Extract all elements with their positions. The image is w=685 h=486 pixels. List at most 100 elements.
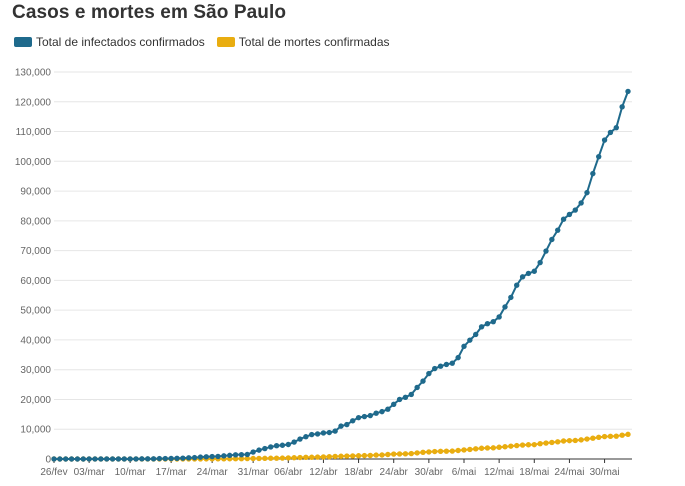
data-point-infected[interactable] xyxy=(601,137,608,143)
data-point-infected[interactable] xyxy=(396,396,403,403)
data-point-infected[interactable] xyxy=(127,456,133,462)
data-point-infected[interactable] xyxy=(309,431,315,438)
data-point-deaths[interactable] xyxy=(232,456,239,462)
data-point-infected[interactable] xyxy=(537,259,543,266)
data-point-deaths[interactable] xyxy=(443,448,450,454)
data-point-deaths[interactable] xyxy=(525,442,532,448)
data-point-infected[interactable] xyxy=(355,414,362,421)
data-point-infected[interactable] xyxy=(168,455,174,462)
data-point-infected[interactable] xyxy=(432,365,438,372)
data-point-infected[interactable] xyxy=(514,282,520,288)
data-point-infected[interactable] xyxy=(238,451,245,458)
data-point-infected[interactable] xyxy=(496,314,502,320)
data-point-deaths[interactable] xyxy=(560,438,567,444)
data-point-infected[interactable] xyxy=(338,423,344,429)
data-point-deaths[interactable] xyxy=(391,451,397,457)
data-point-infected[interactable] xyxy=(549,236,555,243)
data-point-deaths[interactable] xyxy=(279,455,286,461)
data-point-infected[interactable] xyxy=(191,454,198,461)
data-point-infected[interactable] xyxy=(443,361,450,368)
data-point-infected[interactable] xyxy=(426,370,432,377)
data-point-deaths[interactable] xyxy=(508,443,514,449)
data-point-infected[interactable] xyxy=(361,413,368,420)
data-point-infected[interactable] xyxy=(613,124,619,131)
data-point-infected[interactable] xyxy=(455,354,461,361)
data-point-deaths[interactable] xyxy=(519,442,526,448)
data-point-deaths[interactable] xyxy=(344,453,350,459)
data-point-deaths[interactable] xyxy=(303,454,309,461)
data-point-deaths[interactable] xyxy=(285,455,291,461)
data-point-infected[interactable] xyxy=(250,449,256,455)
data-point-deaths[interactable] xyxy=(601,433,608,440)
data-point-infected[interactable] xyxy=(227,452,233,459)
data-point-infected[interactable] xyxy=(584,189,590,196)
data-point-deaths[interactable] xyxy=(578,437,584,443)
data-point-deaths[interactable] xyxy=(496,444,502,450)
data-point-infected[interactable] xyxy=(320,430,327,436)
data-point-infected[interactable] xyxy=(285,441,291,448)
data-point-deaths[interactable] xyxy=(596,434,602,441)
data-point-infected[interactable] xyxy=(63,456,69,462)
data-point-deaths[interactable] xyxy=(309,454,315,460)
data-point-infected[interactable] xyxy=(437,363,444,369)
data-point-infected[interactable] xyxy=(221,453,227,459)
data-point-infected[interactable] xyxy=(408,391,414,398)
data-point-infected[interactable] xyxy=(414,384,420,391)
data-point-infected[interactable] xyxy=(232,452,239,458)
data-point-infected[interactable] xyxy=(420,378,426,384)
data-point-infected[interactable] xyxy=(461,343,467,350)
data-point-infected[interactable] xyxy=(279,442,286,448)
data-point-infected[interactable] xyxy=(502,304,508,310)
data-point-deaths[interactable] xyxy=(396,451,403,457)
data-point-infected[interactable] xyxy=(326,429,332,436)
data-point-infected[interactable] xyxy=(51,456,57,462)
data-point-infected[interactable] xyxy=(596,153,602,160)
data-point-infected[interactable] xyxy=(303,434,309,440)
data-point-infected[interactable] xyxy=(314,431,321,437)
data-point-deaths[interactable] xyxy=(297,454,303,461)
data-point-deaths[interactable] xyxy=(514,442,520,449)
data-point-infected[interactable] xyxy=(150,456,157,462)
data-point-deaths[interactable] xyxy=(449,448,455,454)
data-point-infected[interactable] xyxy=(508,294,514,301)
data-point-deaths[interactable] xyxy=(531,441,537,448)
data-point-deaths[interactable] xyxy=(437,448,444,454)
data-point-deaths[interactable] xyxy=(291,455,297,461)
data-point-infected[interactable] xyxy=(607,129,614,136)
data-point-infected[interactable] xyxy=(484,321,491,327)
data-point-deaths[interactable] xyxy=(555,439,561,445)
data-point-infected[interactable] xyxy=(373,410,379,416)
data-point-deaths[interactable] xyxy=(355,453,362,459)
data-point-infected[interactable] xyxy=(350,418,356,424)
data-point-deaths[interactable] xyxy=(326,453,332,460)
data-point-deaths[interactable] xyxy=(484,445,491,451)
data-point-deaths[interactable] xyxy=(502,444,508,450)
data-point-deaths[interactable] xyxy=(373,452,379,458)
data-point-infected[interactable] xyxy=(391,401,397,407)
data-point-infected[interactable] xyxy=(121,456,127,462)
data-point-deaths[interactable] xyxy=(455,447,461,454)
data-point-infected[interactable] xyxy=(133,456,139,462)
data-point-infected[interactable] xyxy=(92,456,98,462)
data-point-deaths[interactable] xyxy=(590,435,596,441)
data-point-infected[interactable] xyxy=(86,456,92,462)
data-point-infected[interactable] xyxy=(209,453,215,460)
data-point-infected[interactable] xyxy=(560,216,567,222)
data-point-deaths[interactable] xyxy=(338,453,344,459)
data-point-infected[interactable] xyxy=(244,451,250,458)
data-point-infected[interactable] xyxy=(566,211,573,218)
data-point-infected[interactable] xyxy=(268,444,274,450)
data-point-infected[interactable] xyxy=(145,456,151,462)
data-point-deaths[interactable] xyxy=(244,455,250,462)
data-point-deaths[interactable] xyxy=(607,433,614,440)
data-point-infected[interactable] xyxy=(180,455,186,461)
data-point-infected[interactable] xyxy=(273,443,280,449)
data-point-infected[interactable] xyxy=(543,248,549,254)
data-point-infected[interactable] xyxy=(578,200,584,206)
data-point-infected[interactable] xyxy=(344,421,350,428)
data-point-deaths[interactable] xyxy=(549,439,555,446)
data-point-deaths[interactable] xyxy=(414,450,420,456)
data-point-infected[interactable] xyxy=(555,227,561,233)
data-point-infected[interactable] xyxy=(478,324,485,330)
data-point-deaths[interactable] xyxy=(420,449,426,456)
